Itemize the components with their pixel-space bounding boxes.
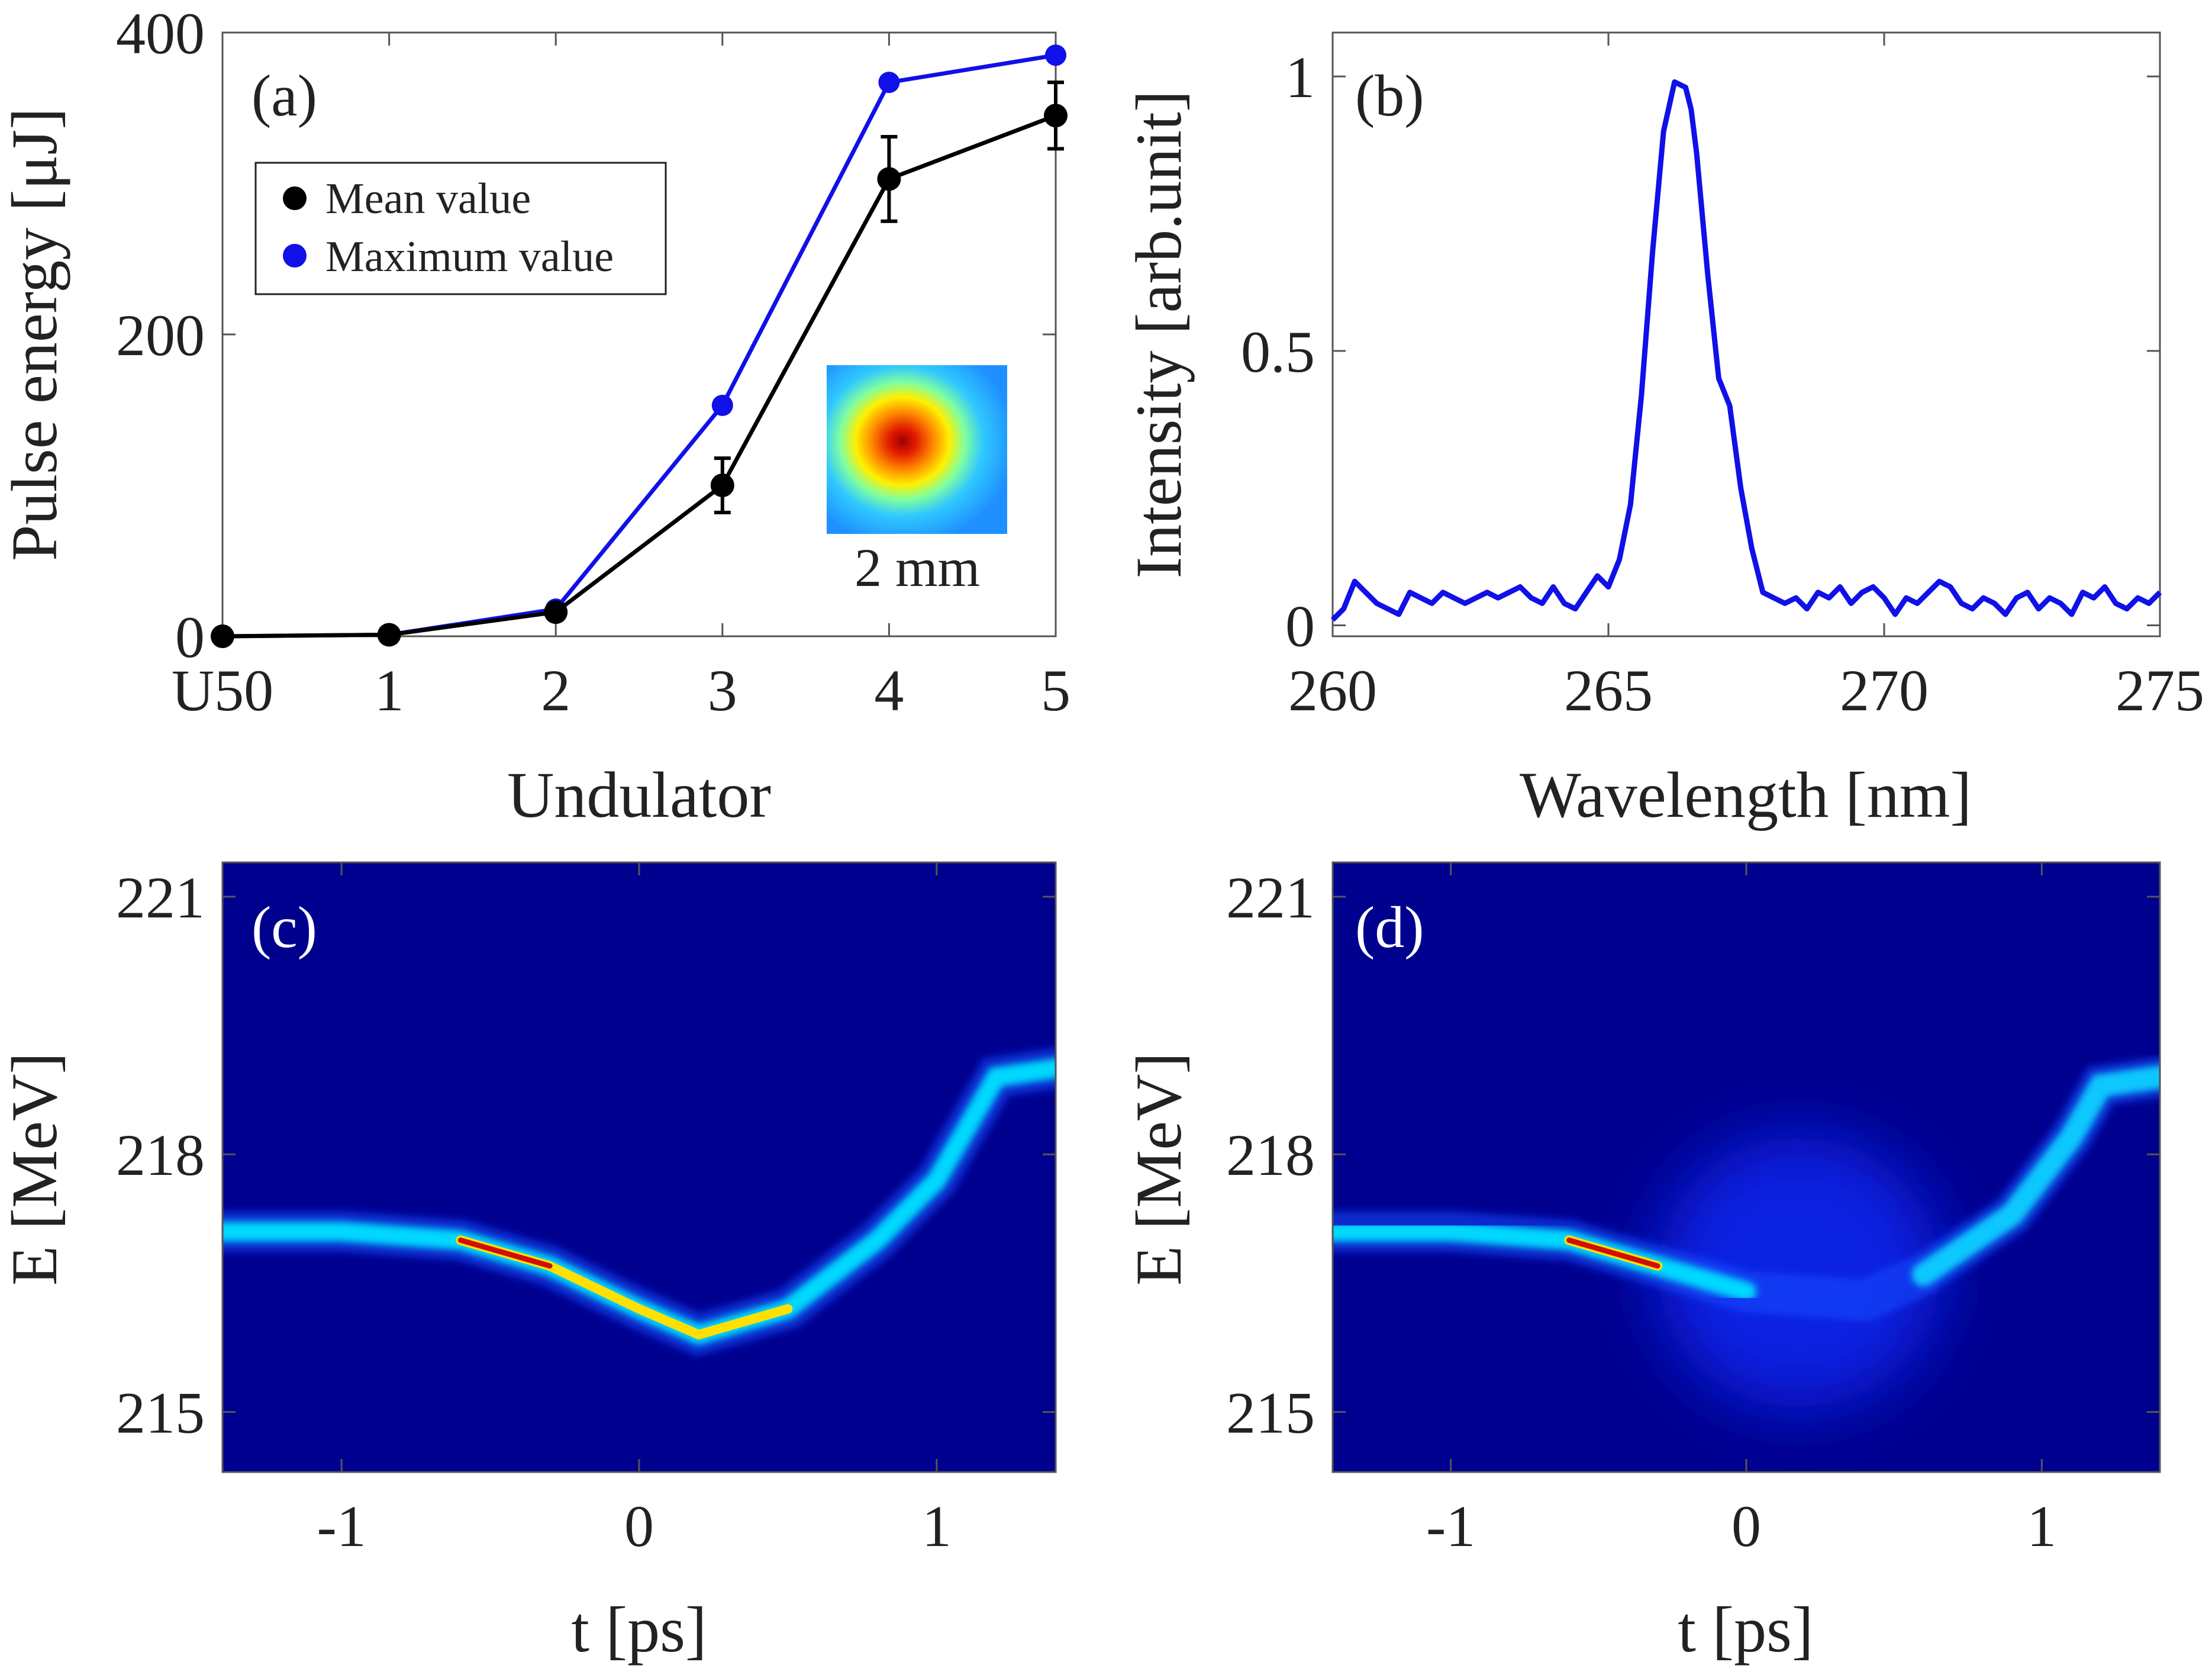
y-tick-label: 200 (116, 302, 205, 368)
inset-scale-label: 2 mm (855, 537, 980, 598)
panel-a-series (211, 44, 1068, 648)
x-tick-label: 270 (1840, 658, 1929, 723)
x-tick-label: 1 (375, 658, 404, 723)
data-point (877, 167, 901, 191)
x-tick-label: 3 (708, 658, 737, 723)
legend-marker-max (283, 244, 307, 268)
panel-d-ticks (1333, 862, 2160, 1472)
x-tick-label: 265 (1564, 658, 1653, 723)
panel-c-y-tick-labels: 215 218 221 (116, 865, 205, 1445)
panel-a-legend: Mean value Maximum value (254, 162, 667, 295)
y-tick-label: 215 (116, 1380, 205, 1445)
x-tick-label: 0 (1731, 1493, 1761, 1559)
data-point (377, 623, 401, 647)
panel-a-x-tick-labels: U50 1 2 3 4 5 (172, 658, 1070, 723)
panel-b-label: (b) (1355, 63, 1424, 128)
y-tick-label: 0.5 (1241, 319, 1315, 385)
x-tick-label: 1 (2027, 1493, 2056, 1559)
panel-c-hot (457, 1237, 553, 1269)
y-tick-label: 218 (1226, 1122, 1315, 1188)
panel-d: -1 0 1 215 218 221 (d) t [ps] E [MeV] (1123, 861, 2161, 1666)
panel-c-background (223, 862, 1056, 1472)
data-point (544, 600, 568, 624)
panel-d-hot (1566, 1237, 1660, 1269)
panel-a-y-tick-labels: 0 200 400 (116, 1, 205, 670)
y-tick-label: 218 (116, 1122, 205, 1188)
y-tick-label: 400 (116, 1, 205, 66)
y-tick-label: 0 (1285, 593, 1315, 659)
x-tick-label: 4 (874, 658, 904, 723)
panel-b-x-tick-labels: 260 265 270 275 (1288, 658, 2204, 723)
panel-d-xlabel: t [ps] (1678, 1593, 1813, 1666)
panel-a-ylabel: Pulse energy [μJ] (0, 108, 70, 561)
y-tick-label: 221 (1226, 865, 1315, 930)
data-point (710, 474, 734, 497)
panel-d-y-tick-labels: 215 218 221 (1226, 865, 1315, 1445)
legend-box (254, 162, 667, 295)
panel-a: U50 1 2 3 4 5 0 200 400 (a) Undulator Pulse ene… (0, 1, 1070, 831)
panel-d-label: (d) (1355, 894, 1424, 960)
data-point (878, 72, 900, 94)
y-tick-label: 221 (116, 865, 205, 930)
x-tick-label: 260 (1288, 658, 1377, 723)
panel-b-y-tick-labels: 00.51 (1241, 44, 1315, 659)
legend-entry-max: Maximum value (325, 233, 614, 281)
panel-c: -1 0 1 215 218 221 (c) t [ps] E [MeV] (0, 861, 1057, 1666)
x-tick-label: 0 (624, 1493, 654, 1559)
panel-b-ylabel: Intensity [arb.unit] (1123, 91, 1195, 579)
panel-a-inset: 2 mm (827, 365, 1007, 598)
legend-marker-mean (283, 186, 307, 210)
panel-c-ylabel: E [MeV] (0, 1052, 70, 1286)
panel-d-core-right (1911, 1065, 2160, 1287)
panel-b-xlabel: Wavelength [nm] (1520, 759, 1972, 831)
panel-b: 260 265 270 275 00.51 (b) Wavelength [nm] I… (1123, 31, 2204, 831)
y-tick-label: 215 (1226, 1380, 1315, 1445)
legend-entry-mean: Mean value (325, 175, 531, 223)
data-point (711, 394, 733, 416)
panel-d-diffuse-cloud (1657, 1136, 1941, 1409)
panel-c-x-tick-labels: -1 0 1 (317, 1493, 951, 1559)
y-tick-label: 0 (175, 604, 205, 670)
panel-a-xlabel: Undulator (507, 759, 771, 831)
panel-b-spectrum-line (1330, 79, 2162, 622)
x-tick-label: 1 (922, 1493, 952, 1559)
panel-d-heatmap (1333, 1056, 2160, 1409)
x-tick-label: 5 (1041, 658, 1070, 723)
data-point (211, 624, 234, 648)
x-tick-label: 2 (541, 658, 570, 723)
panel-d-ylabel: E [MeV] (1123, 1052, 1195, 1286)
y-tick-label: 1 (1285, 44, 1315, 110)
series-line (222, 113, 1057, 639)
panel-b-ticks (1331, 33, 2161, 636)
x-tick-label: -1 (1426, 1493, 1475, 1559)
panel-c-xlabel: t [ps] (571, 1593, 707, 1666)
panel-c-label: (c) (251, 894, 317, 960)
x-tick-label: U50 (172, 658, 273, 723)
panel-c-ticks (223, 862, 1056, 1472)
data-point (1044, 104, 1068, 128)
x-tick-label: -1 (317, 1493, 366, 1559)
panel-d-x-tick-labels: -1 0 1 (1426, 1493, 2056, 1559)
panel-a-label: (a) (251, 63, 317, 128)
data-point (1045, 44, 1066, 66)
panel-b-axes-box (1331, 31, 2161, 637)
inset-beam-image (827, 365, 1007, 534)
panel-c-heatmap (223, 1048, 1056, 1357)
x-tick-label: 275 (2116, 658, 2204, 723)
